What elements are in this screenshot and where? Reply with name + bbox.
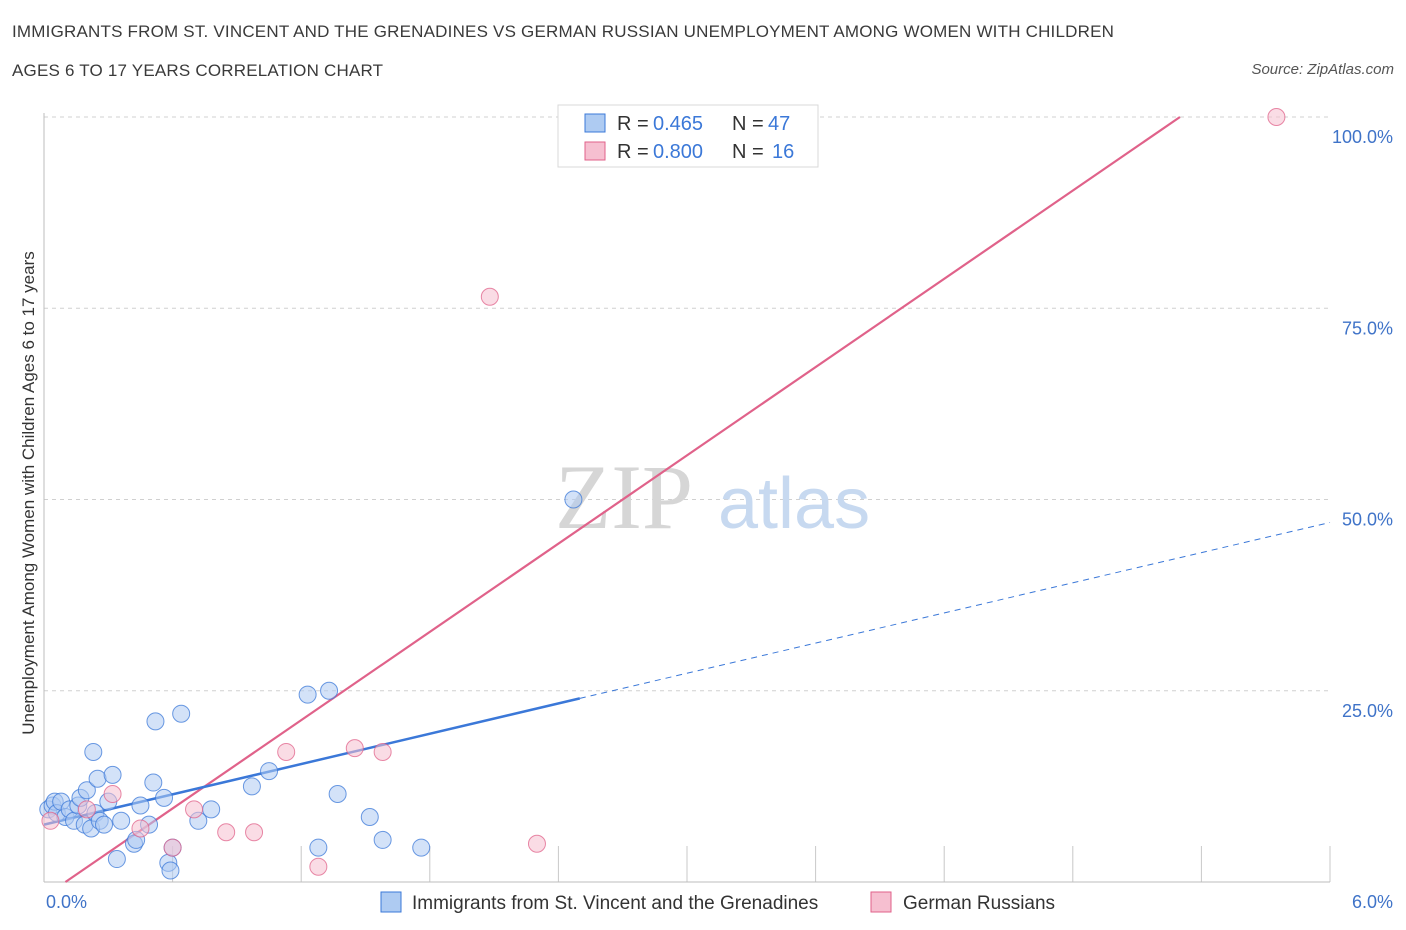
chart-title-line-1: IMMIGRANTS FROM ST. VINCENT AND THE GREN…: [12, 22, 1115, 41]
watermark: ZIP atlas: [555, 446, 870, 548]
legend-r-label-2: R =: [617, 141, 649, 163]
point-german-russians: [345, 739, 364, 758]
point-st-vincent: [103, 765, 122, 784]
point-st-vincent: [328, 785, 347, 804]
point-st-vincent: [84, 742, 103, 761]
point-st-vincent: [146, 712, 165, 731]
point-st-vincent: [320, 681, 339, 700]
legend-n-value-2: 16: [772, 141, 794, 163]
point-st-vincent: [202, 800, 221, 819]
trendline-german-russians: [64, 116, 1181, 883]
point-german-russians: [185, 800, 204, 819]
point-german-russians: [103, 785, 122, 804]
legend-swatch-blue: [584, 113, 606, 133]
point-st-vincent: [172, 704, 191, 723]
trendline-st-vincent-extension: [579, 521, 1331, 699]
point-german-russians: [77, 800, 96, 819]
legend-n-label-2: N =: [732, 141, 764, 163]
point-st-vincent: [260, 762, 279, 781]
point-german-russians: [309, 857, 328, 876]
point-st-vincent: [564, 490, 583, 509]
axes-layer: [43, 113, 1330, 883]
point-german-russians: [527, 834, 546, 853]
legend-r-value-2: 0.800: [653, 141, 703, 163]
point-german-russians: [1267, 108, 1286, 126]
y-tick-label: 50.0%: [1342, 510, 1393, 530]
point-st-vincent: [155, 788, 174, 807]
point-st-vincent: [77, 781, 96, 800]
point-st-vincent: [298, 685, 317, 704]
point-german-russians: [277, 742, 296, 761]
source-credit: Source: ZipAtlas.com: [1251, 61, 1394, 78]
series-legend-swatch-pink: [870, 891, 892, 913]
point-st-vincent: [242, 777, 261, 796]
chart-title-line-2: AGES 6 TO 17 YEARS CORRELATION CHART: [12, 61, 384, 80]
point-german-russians: [217, 823, 236, 842]
series-legend: Immigrants from St. Vincent and the Gren…: [380, 891, 1055, 914]
point-german-russians: [163, 838, 182, 857]
point-st-vincent: [107, 850, 126, 869]
series-legend-label-pink: German Russians: [903, 893, 1055, 914]
x-tick-label-min: 0.0%: [46, 892, 87, 912]
point-st-vincent: [309, 838, 328, 857]
point-german-russians: [245, 823, 264, 842]
legend-n-value-1: 47: [768, 113, 790, 135]
y-axis-label: Unemployment Among Women with Children A…: [19, 251, 38, 735]
point-st-vincent: [112, 811, 131, 830]
point-german-russians: [480, 287, 499, 306]
points-layer: [39, 108, 1286, 880]
y-tick-label: 75.0%: [1342, 318, 1393, 338]
point-st-vincent: [412, 838, 431, 857]
point-st-vincent: [144, 773, 163, 792]
watermark-atlas: atlas: [718, 464, 870, 544]
point-st-vincent: [373, 830, 392, 849]
y-tick-labels: 25.0% 50.0% 75.0% 100.0%: [1332, 127, 1393, 721]
point-st-vincent: [88, 769, 107, 788]
correlation-legend: R = 0.465 N = 47 R = 0.800 N = 16: [557, 104, 819, 168]
point-german-russians: [41, 811, 60, 830]
point-german-russians: [373, 742, 392, 761]
point-st-vincent: [161, 861, 180, 880]
legend-r-value-1: 0.465: [653, 113, 703, 135]
y-tick-label: 100.0%: [1332, 127, 1393, 147]
point-st-vincent: [360, 807, 379, 826]
legend-n-label-1: N =: [732, 113, 764, 135]
series-legend-label-blue: Immigrants from St. Vincent and the Gren…: [412, 893, 818, 914]
point-german-russians: [131, 819, 150, 838]
point-st-vincent: [131, 796, 150, 815]
point-st-vincent: [95, 815, 114, 834]
series-legend-swatch-blue: [380, 891, 402, 913]
legend-swatch-pink: [584, 141, 606, 161]
trendline-st-vincent: [43, 697, 581, 826]
legend-r-label-1: R =: [617, 113, 649, 135]
x-tick-label-max: 6.0%: [1352, 892, 1393, 912]
y-tick-label: 25.0%: [1342, 701, 1393, 721]
